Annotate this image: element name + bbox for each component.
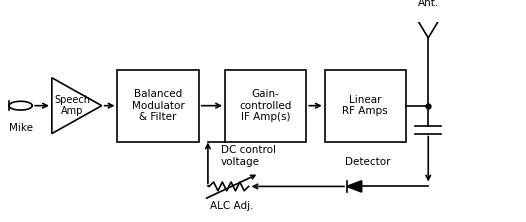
Text: Speech
Amp: Speech Amp	[55, 95, 90, 117]
Polygon shape	[347, 181, 362, 192]
Text: ALC Adj.: ALC Adj.	[210, 201, 254, 211]
Text: Mike: Mike	[8, 123, 33, 133]
Polygon shape	[52, 78, 102, 134]
Text: Gain-
controlled
IF Amp(s): Gain- controlled IF Amp(s)	[239, 89, 292, 122]
FancyBboxPatch shape	[117, 70, 199, 142]
FancyBboxPatch shape	[225, 70, 306, 142]
Polygon shape	[414, 14, 443, 38]
Text: Ant.: Ant.	[418, 0, 439, 8]
FancyBboxPatch shape	[325, 70, 406, 142]
Text: DC control
voltage: DC control voltage	[221, 145, 276, 167]
Text: Linear
RF Amps: Linear RF Amps	[342, 95, 388, 117]
Text: Detector: Detector	[345, 157, 391, 167]
Text: Balanced
Modulator
& Filter: Balanced Modulator & Filter	[132, 89, 185, 122]
